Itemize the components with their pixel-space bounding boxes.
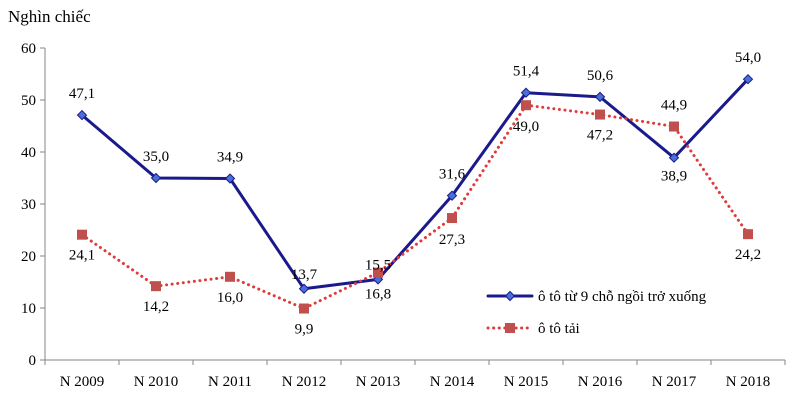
data-label-series-2: 24,1	[69, 248, 95, 264]
axes: 0 10 20 30 40 50 60 N 2009 N 2010 N 2011 N 2012 N 2…	[21, 41, 786, 390]
data-label-series-1: 38,9	[661, 169, 687, 185]
x-tick-label: N 2017	[652, 374, 697, 390]
series-2-point	[743, 229, 753, 240]
y-tick-label: 30	[21, 197, 36, 213]
series-2-point	[669, 121, 679, 132]
series-2-point	[447, 213, 457, 224]
series-1-point	[150, 172, 162, 184]
y-tick-label: 10	[21, 301, 36, 317]
data-label-series-1: 13,7	[291, 267, 318, 283]
x-tick-label: N 2015	[504, 374, 549, 390]
series-line-2	[80, 103, 750, 310]
data-label-series-1: 15,5	[365, 257, 391, 273]
legend-marker-1	[504, 290, 516, 302]
data-label-series-2: 14,2	[143, 299, 169, 315]
data-label-series-1: 51,4	[513, 64, 540, 80]
data-label-layer: 47,1 35,0 34,9 13,7 15,5 31,6 51,4 50,6 38,9 54,0…	[69, 50, 761, 337]
legend-marker-2	[505, 323, 515, 333]
series-1-point	[446, 190, 458, 201]
data-label-series-1: 31,6	[439, 167, 466, 183]
x-tick-label: N 2016	[578, 374, 623, 390]
y-axis-title: Nghìn chiếc	[8, 7, 91, 26]
data-label-series-2: 9,9	[295, 322, 314, 338]
x-tick-label: N 2010	[134, 374, 179, 390]
data-label-series-2: 47,2	[587, 128, 613, 144]
y-tick-label: 60	[21, 41, 36, 57]
data-label-series-2: 27,3	[439, 232, 465, 248]
legend-label-2: ô tô tải	[538, 321, 580, 337]
series-1-point	[594, 91, 606, 103]
data-label-series-1: 34,9	[217, 150, 243, 166]
series-2-point	[521, 100, 531, 111]
x-tick-label: N 2018	[726, 374, 771, 390]
series-1-point	[668, 152, 680, 163]
data-label-series-1: 54,0	[735, 50, 761, 66]
y-tick-label: 40	[21, 145, 36, 161]
x-tick-label: N 2013	[356, 374, 401, 390]
y-tick-label: 20	[21, 249, 36, 265]
data-label-series-2: 16,0	[217, 290, 243, 306]
legend: ô tô từ 9 chỗ ngồi trở xuống ô tô tải	[486, 289, 707, 337]
series-2-point	[77, 229, 87, 240]
series-1-point	[520, 87, 532, 98]
x-tick-label: N 2009	[60, 374, 105, 390]
series-layer	[76, 73, 754, 314]
x-tick-label: N 2011	[208, 374, 252, 390]
series-2-point	[299, 303, 309, 314]
series-2-point	[151, 281, 161, 292]
series-1-point	[76, 109, 88, 121]
data-label-series-1: 50,6	[587, 68, 614, 84]
x-tick-label: N 2014	[430, 374, 475, 390]
data-label-series-1: 35,0	[143, 149, 169, 165]
data-label-series-2: 49,0	[513, 119, 539, 135]
series-line-1	[80, 77, 750, 291]
series-1-point	[224, 173, 236, 184]
data-label-series-2: 16,8	[365, 287, 391, 303]
y-tick-label: 50	[21, 93, 36, 109]
data-label-series-2: 44,9	[661, 98, 687, 114]
x-tick-label: N 2012	[282, 374, 327, 390]
data-label-series-1: 47,1	[69, 86, 95, 102]
y-tick-label: 0	[29, 353, 37, 369]
series-2-point	[225, 271, 235, 282]
data-label-series-2: 24,2	[735, 247, 761, 263]
series-1-point	[298, 283, 310, 294]
series-1-point	[742, 73, 754, 85]
series-2-point	[595, 109, 605, 120]
series-2-point	[373, 267, 383, 278]
legend-label-1: ô tô từ 9 chỗ ngồi trở xuống	[538, 289, 707, 305]
